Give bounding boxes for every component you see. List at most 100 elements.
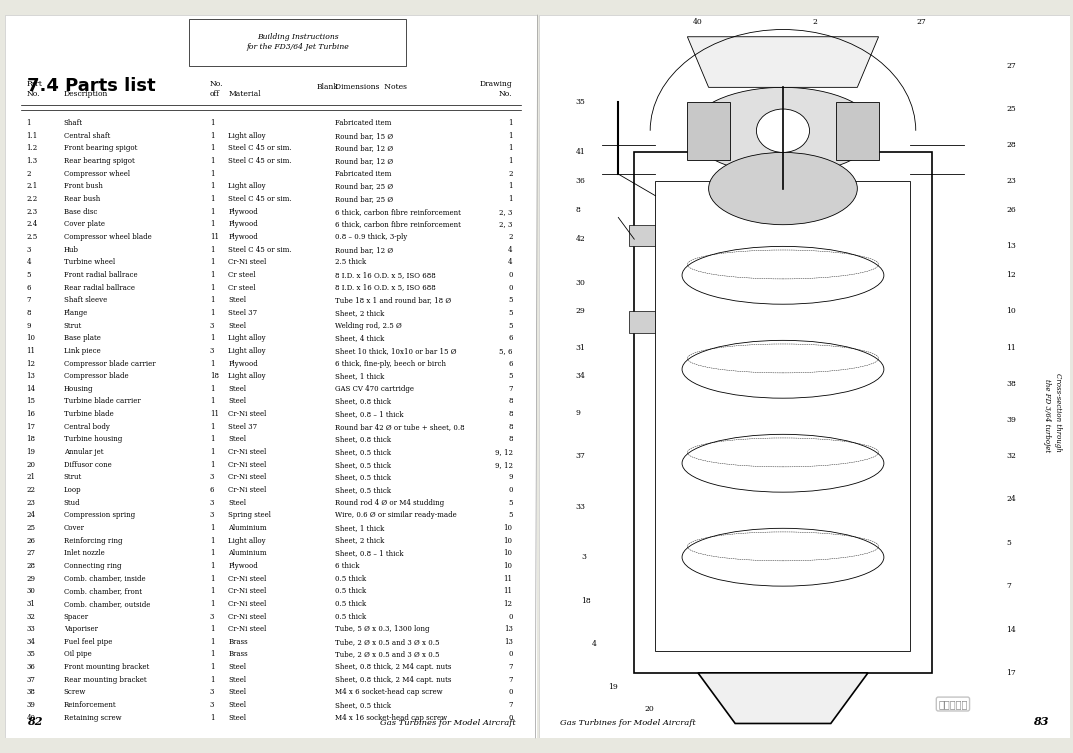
Text: 0: 0 xyxy=(509,284,513,291)
Text: Cr steel: Cr steel xyxy=(229,284,256,291)
Text: Turbine wheel: Turbine wheel xyxy=(63,258,115,267)
Text: GAS CV 470 cartridge: GAS CV 470 cartridge xyxy=(335,385,414,393)
Text: Fabricated item: Fabricated item xyxy=(335,169,391,178)
Text: 8: 8 xyxy=(509,435,513,444)
Text: Drawing
No.: Drawing No. xyxy=(480,81,513,98)
Bar xyxy=(688,102,730,160)
Text: 1: 1 xyxy=(509,119,513,127)
Text: 16: 16 xyxy=(27,410,35,418)
Text: Sheet, 0.8 thick, 2 M4 capt. nuts: Sheet, 0.8 thick, 2 M4 capt. nuts xyxy=(335,675,451,684)
Bar xyxy=(634,152,931,673)
Text: Steel C 45 or sim.: Steel C 45 or sim. xyxy=(229,157,292,165)
Text: 25: 25 xyxy=(1006,105,1016,113)
Text: Stud: Stud xyxy=(63,498,80,507)
Text: 12: 12 xyxy=(1006,271,1016,279)
Text: Round bar, 12 Ø: Round bar, 12 Ø xyxy=(335,157,393,165)
Text: 1: 1 xyxy=(210,600,215,608)
Text: Compressor blade carrier: Compressor blade carrier xyxy=(63,359,156,367)
Polygon shape xyxy=(697,673,868,724)
Text: Welding rod, 2.5 Ø: Welding rod, 2.5 Ø xyxy=(335,322,401,330)
Text: 0: 0 xyxy=(509,271,513,279)
Text: Compressor wheel: Compressor wheel xyxy=(63,169,130,178)
Text: 39: 39 xyxy=(27,701,35,709)
Text: 1: 1 xyxy=(210,461,215,468)
Text: Aluminium: Aluminium xyxy=(229,524,267,532)
Text: 3: 3 xyxy=(210,474,215,481)
Text: Round rod 4 Ø or M4 studding: Round rod 4 Ø or M4 studding xyxy=(335,498,444,507)
Polygon shape xyxy=(688,37,879,87)
Text: 2.1: 2.1 xyxy=(27,182,38,191)
Text: 1: 1 xyxy=(210,422,215,431)
Text: Gas Turbines for Model Aircraft: Gas Turbines for Model Aircraft xyxy=(380,719,515,727)
Text: 2: 2 xyxy=(27,169,31,178)
Text: 23: 23 xyxy=(1006,177,1016,185)
Text: Housing: Housing xyxy=(63,385,93,393)
Text: 0: 0 xyxy=(509,688,513,697)
Text: Sheet, 2 thick: Sheet, 2 thick xyxy=(335,309,384,317)
Text: 34: 34 xyxy=(576,373,586,380)
Text: 20: 20 xyxy=(27,461,35,468)
Text: 20: 20 xyxy=(645,705,655,713)
Text: 13: 13 xyxy=(503,638,513,646)
Text: 5: 5 xyxy=(1006,538,1011,547)
Text: 14: 14 xyxy=(27,385,35,393)
Text: 1: 1 xyxy=(509,145,513,152)
Text: Steel: Steel xyxy=(229,398,247,405)
Text: 1: 1 xyxy=(210,575,215,583)
Text: 13: 13 xyxy=(27,372,35,380)
Text: Cr-Ni steel: Cr-Ni steel xyxy=(229,575,267,583)
Text: Compressor wheel blade: Compressor wheel blade xyxy=(63,233,151,241)
Text: Sheet, 0.8 – 1 thick: Sheet, 0.8 – 1 thick xyxy=(335,410,403,418)
Text: 8: 8 xyxy=(27,309,31,317)
Text: Front radial ballrace: Front radial ballrace xyxy=(63,271,137,279)
Text: Sheet, 0.5 thick: Sheet, 0.5 thick xyxy=(335,474,391,481)
Text: Round bar, 12 Ø: Round bar, 12 Ø xyxy=(335,245,393,254)
Text: Light alloy: Light alloy xyxy=(229,132,266,140)
Text: 11: 11 xyxy=(503,587,513,595)
Text: Comb. chamber, outside: Comb. chamber, outside xyxy=(63,600,150,608)
Text: 30: 30 xyxy=(576,279,586,287)
Text: 33: 33 xyxy=(576,502,586,511)
Text: Comb. chamber, inside: Comb. chamber, inside xyxy=(63,575,146,583)
Text: Light alloy: Light alloy xyxy=(229,334,266,342)
Text: 6: 6 xyxy=(27,284,31,291)
Text: 0.5 thick: 0.5 thick xyxy=(335,612,366,620)
Text: 6: 6 xyxy=(509,359,513,367)
Text: 6 thick, carbon fibre reinforcement: 6 thick, carbon fibre reinforcement xyxy=(335,221,460,228)
Text: 35: 35 xyxy=(576,98,586,106)
Text: Light alloy: Light alloy xyxy=(229,537,266,544)
Text: Steel C 45 or sim.: Steel C 45 or sim. xyxy=(229,145,292,152)
FancyBboxPatch shape xyxy=(189,19,407,66)
Text: 2.2: 2.2 xyxy=(27,195,38,203)
Text: 1: 1 xyxy=(210,448,215,456)
Text: 3: 3 xyxy=(210,347,215,355)
Text: 5: 5 xyxy=(509,511,513,520)
Text: 26: 26 xyxy=(27,537,35,544)
Text: 0: 0 xyxy=(509,486,513,494)
Text: 10: 10 xyxy=(503,549,513,557)
Text: 4: 4 xyxy=(27,258,31,267)
Text: Cr-Ni steel: Cr-Ni steel xyxy=(229,258,267,267)
Text: 23: 23 xyxy=(27,498,35,507)
Text: 7.4 Parts list: 7.4 Parts list xyxy=(27,77,156,95)
Text: 1: 1 xyxy=(210,258,215,267)
Text: Building Instructions
for the FD3/64 Jet Turbine: Building Instructions for the FD3/64 Jet… xyxy=(246,32,349,51)
Text: Steel: Steel xyxy=(229,714,247,721)
Text: Compressor blade: Compressor blade xyxy=(63,372,129,380)
Text: Steel C 45 or sim.: Steel C 45 or sim. xyxy=(229,195,292,203)
Text: 1: 1 xyxy=(509,195,513,203)
Text: 28: 28 xyxy=(1006,141,1016,149)
Text: Brass: Brass xyxy=(229,651,248,658)
Text: 18: 18 xyxy=(582,596,591,605)
Text: Sheet, 0.5 thick: Sheet, 0.5 thick xyxy=(335,461,391,468)
Text: Fabricated item: Fabricated item xyxy=(335,119,391,127)
Text: 1: 1 xyxy=(210,334,215,342)
Text: Base plate: Base plate xyxy=(63,334,101,342)
Text: Compression spring: Compression spring xyxy=(63,511,135,520)
Text: 7: 7 xyxy=(27,296,31,304)
Text: Sheet, 1 thick: Sheet, 1 thick xyxy=(335,524,384,532)
Text: Wire, 0.6 Ø or similar ready-made: Wire, 0.6 Ø or similar ready-made xyxy=(335,511,456,520)
Text: 1: 1 xyxy=(210,587,215,595)
Text: 9: 9 xyxy=(576,409,580,416)
Text: 1: 1 xyxy=(210,296,215,304)
